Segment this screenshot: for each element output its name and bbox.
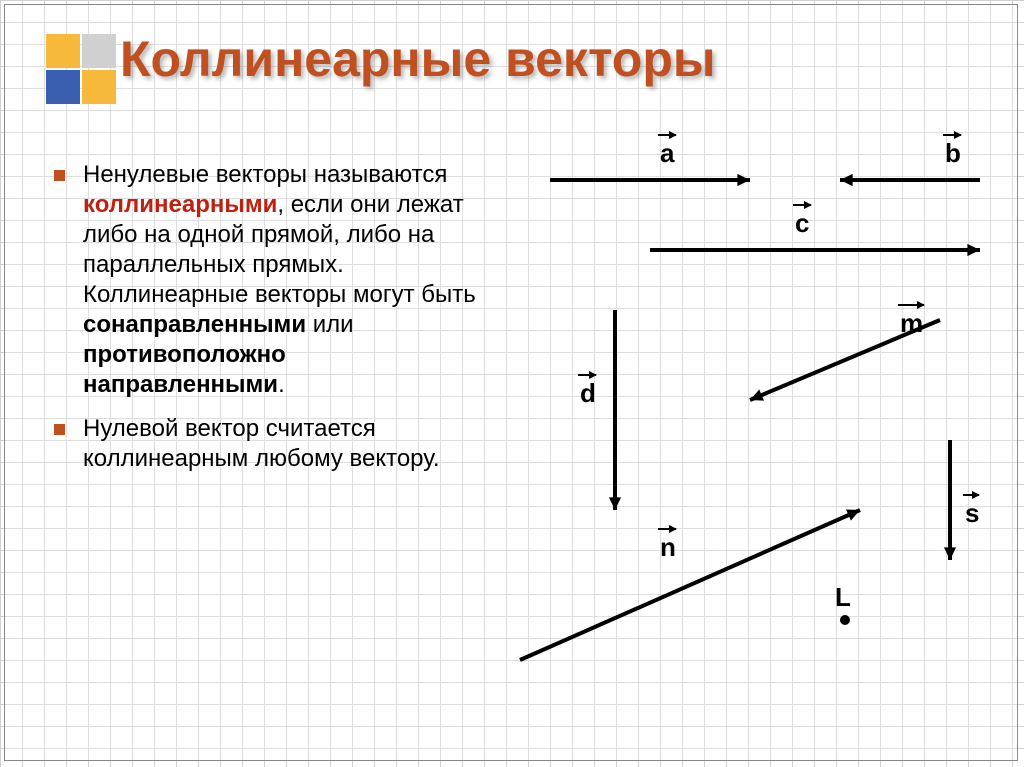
logo-square	[46, 34, 80, 68]
bullet-text: Ненулевые векторы называются коллинеарны…	[83, 160, 484, 400]
point-label-L: L	[835, 582, 851, 613]
vector-label-arrow-a	[658, 134, 676, 136]
logo-square	[46, 70, 80, 104]
vector-diagram: a b c d m n s L	[500, 140, 1000, 720]
vector-label-arrow-n	[658, 528, 676, 530]
bullet-text: Нулевой вектор считается коллинеарным лю…	[83, 414, 484, 474]
bullet-item: Нулевой вектор считается коллинеарным лю…	[54, 414, 484, 474]
slide-title: Коллинеарные векторы	[120, 30, 716, 88]
vector-b	[840, 174, 980, 186]
vector-label-arrow-s	[963, 494, 979, 496]
vector-c	[650, 244, 980, 256]
point-L	[840, 615, 850, 625]
logo	[46, 34, 116, 104]
vector-label-m: m	[900, 308, 923, 339]
vector-d	[609, 310, 621, 510]
vector-label-arrow-b	[943, 134, 961, 136]
vector-label-d: d	[580, 378, 596, 409]
logo-square	[82, 34, 116, 68]
vector-label-c: c	[795, 208, 809, 239]
vector-a	[550, 174, 750, 186]
vector-label-arrow-c	[793, 204, 811, 206]
bullet-marker	[54, 424, 65, 435]
vector-label-a: a	[660, 138, 674, 169]
bullet-item: Ненулевые векторы называются коллинеарны…	[54, 160, 484, 400]
bullet-list: Ненулевые векторы называются коллинеарны…	[54, 160, 484, 488]
vector-label-n: n	[660, 532, 676, 563]
vector-s	[944, 440, 956, 560]
vector-label-arrow-m	[898, 304, 924, 306]
vector-n	[520, 510, 860, 660]
logo-square	[82, 70, 116, 104]
vector-label-s: s	[965, 498, 979, 529]
bullet-marker	[54, 170, 65, 181]
vector-label-b: b	[945, 138, 961, 169]
vector-label-arrow-d	[578, 374, 596, 376]
